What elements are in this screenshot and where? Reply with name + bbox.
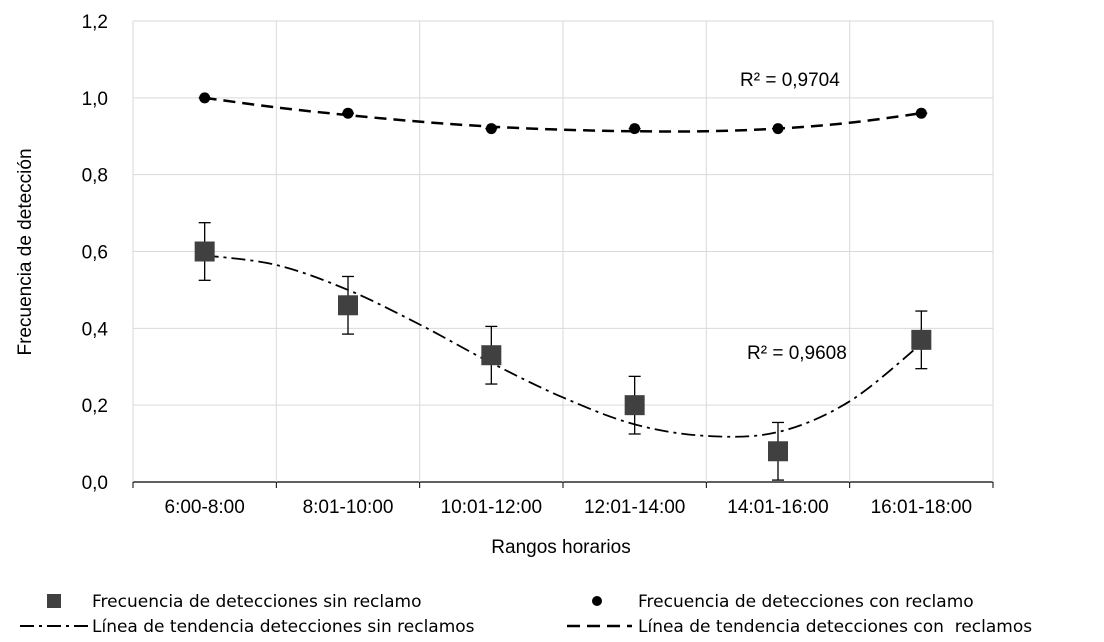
y-tick-label: 1,0 [82, 89, 108, 110]
point-con-reclamo [915, 107, 927, 119]
legend: Frecuencia de detecciones sin reclamo Fr… [20, 592, 1032, 637]
axes: 0,0 0,2 0,4 0,6 0,8 1,0 1,2 6:00-8:00 8:01-10:00… [82, 12, 994, 518]
x-tick-label: 6:00-8:00 [165, 497, 245, 518]
trendline-sin-reclamo [204, 254, 922, 438]
point-sin-reclamo [338, 295, 358, 316]
point-sin-reclamo [194, 241, 215, 262]
point-con-reclamo [772, 123, 784, 135]
legend-label-tendencia-sin-reclamos: Línea de tendencia detecciones sin recla… [92, 617, 475, 637]
r2-label-sin-reclamo: R² = 0,9608 [747, 343, 847, 364]
legend-label-sin-reclamo: Frecuencia de detecciones sin reclamo [92, 592, 421, 612]
data-points [194, 92, 932, 462]
y-tick-label: 0,4 [82, 319, 109, 340]
point-sin-reclamo [624, 395, 645, 416]
y-tick-label: 1,2 [82, 12, 108, 33]
grid [132, 20, 994, 483]
x-tick-label: 16:01-18:00 [871, 497, 972, 518]
x-axis-title: Rangos horarios [491, 537, 630, 558]
point-con-reclamo [342, 107, 354, 119]
point-sin-reclamo [768, 441, 788, 462]
y-tick-label: 0,6 [82, 243, 108, 264]
trendlines [204, 96, 922, 438]
point-con-reclamo [485, 123, 497, 135]
point-con-reclamo [199, 92, 211, 104]
legend-label-tendencia-con-reclamos: Línea de tendencia detecciones con recla… [638, 617, 1032, 637]
r2-label-con-reclamo: R² = 0,9704 [740, 70, 840, 91]
x-tick-label: 14:01-16:00 [727, 497, 828, 518]
y-axis-title: Frecuencia de detección [15, 148, 36, 355]
y-tick-label: 0,2 [82, 396, 108, 417]
y-tick-label: 0,0 [82, 473, 108, 494]
point-sin-reclamo [481, 345, 502, 366]
point-con-reclamo [629, 123, 641, 135]
legend-label-con-reclamo: Frecuencia de detecciones con reclamo [638, 592, 974, 612]
legend-circle-marker-icon [592, 596, 602, 606]
x-tick-label: 8:01-10:00 [303, 497, 394, 518]
x-tick-label: 10:01-12:00 [441, 497, 542, 518]
point-sin-reclamo [911, 329, 932, 350]
y-tick-label: 0,8 [82, 166, 108, 187]
x-tick-label: 12:01-14:00 [584, 497, 685, 518]
legend-square-marker-icon [47, 594, 61, 608]
trendline-con-reclamo [204, 96, 922, 133]
